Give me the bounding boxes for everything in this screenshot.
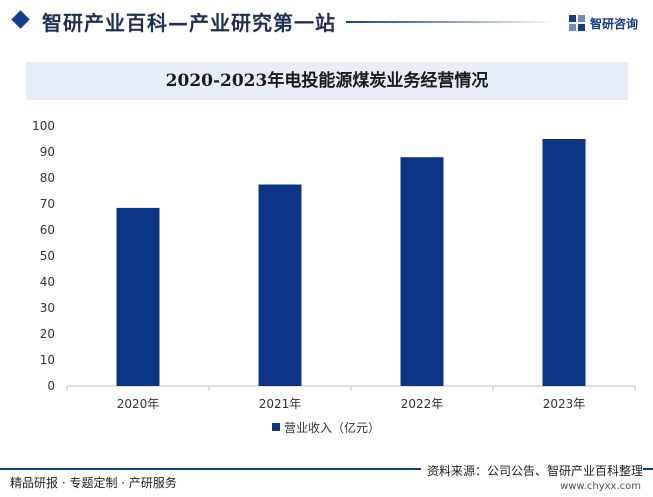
bar-chart: 0 10 20 30 40 50 60 70 80 90 100 2020年 2021年 2022年 202… xyxy=(32,119,636,435)
page-header: 智研产业百科—产业研究第一站 智研咨询 xyxy=(0,0,653,44)
y-tick-label: 60 xyxy=(40,223,55,237)
y-tick-label: 0 xyxy=(47,379,55,393)
x-tick-label: 2020年 xyxy=(117,397,160,411)
x-tick-label: 2021年 xyxy=(259,397,302,411)
y-tick-label: 20 xyxy=(40,327,55,341)
chart-title: 2020-2023年电投能源煤炭业务经营情况 xyxy=(165,71,489,91)
y-tick-label: 10 xyxy=(40,353,55,367)
y-tick-label: 30 xyxy=(40,301,55,315)
x-tick-label: 2022年 xyxy=(401,397,444,411)
y-tick-label: 80 xyxy=(40,171,55,185)
footer-services: 精品研报 · 专题定制 · 产研服务 xyxy=(10,476,177,490)
page-title: 智研产业百科—产业研究第一站 xyxy=(42,11,336,35)
bar-2021年 xyxy=(258,184,302,386)
bar-2023年 xyxy=(542,139,586,386)
bar-2022年 xyxy=(400,157,444,386)
logo-text: 智研咨询 xyxy=(590,16,639,31)
y-tick-label: 70 xyxy=(40,197,55,211)
y-tick-label: 90 xyxy=(40,145,55,159)
legend-swatch xyxy=(272,423,280,431)
brand-logo: 智研咨询 xyxy=(568,12,638,34)
diamond-icon xyxy=(11,10,30,29)
data-source: 资料来源：公司公告、智研产业百科整理 xyxy=(420,462,643,479)
bar-2020年 xyxy=(116,207,160,386)
y-tick-label: 100 xyxy=(32,119,55,133)
y-tick-label: 40 xyxy=(40,275,55,289)
logo-icon xyxy=(569,15,585,31)
footer-url: www.chyxx.com xyxy=(560,481,641,492)
chart-title-band: 2020-2023年电投能源煤炭业务经营情况 xyxy=(26,62,628,100)
x-tick-label: 2023年 xyxy=(543,397,586,411)
legend-label: 营业收入（亿元） xyxy=(284,420,380,435)
header-divider xyxy=(346,21,556,23)
footer-divider xyxy=(0,468,653,470)
y-tick-label: 50 xyxy=(40,249,55,263)
